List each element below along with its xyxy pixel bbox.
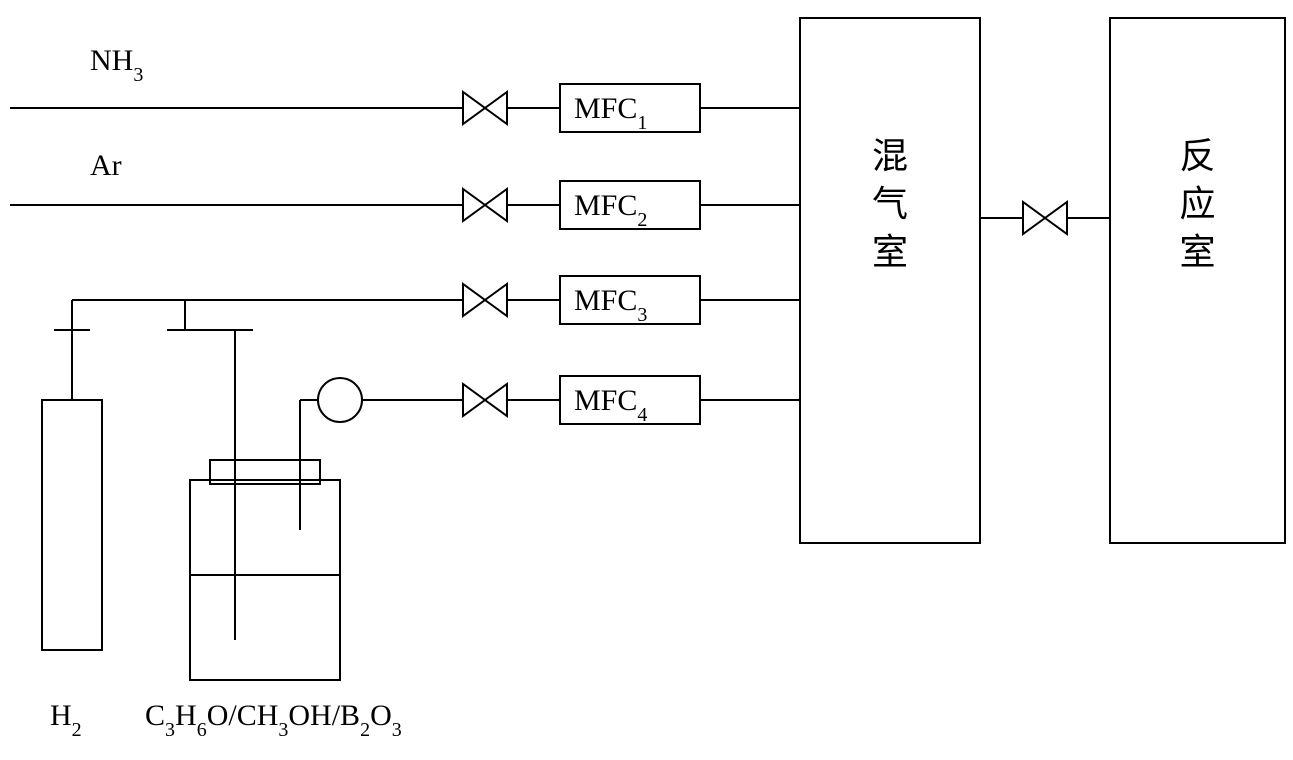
nh3-label: NH3 [90,44,143,86]
solution-label: C3H6O/CH3OH/B2O3 [145,699,402,741]
mfc3-label: MFC3 [574,284,647,326]
process-diagram: 混气室反应室NH3MFC1ArMFC2MFC3MFC4H2C3H6O/CH3OH… [0,0,1293,760]
svg-text:室: 室 [1179,232,1215,272]
ar-label: Ar [90,149,122,182]
mfc4-label: MFC4 [574,384,647,426]
mfc1-label: MFC1 [574,92,647,134]
h2-label: H2 [50,699,82,741]
svg-text:反: 反 [1179,136,1215,176]
svg-text:混: 混 [872,136,908,176]
mixing-chamber-label: 混气室 [872,136,908,272]
svg-text:气: 气 [872,184,908,224]
reaction-chamber-label: 反应室 [1179,136,1215,272]
mfc2-label: MFC2 [574,189,647,231]
svg-text:室: 室 [872,232,908,272]
svg-text:应: 应 [1179,184,1215,224]
